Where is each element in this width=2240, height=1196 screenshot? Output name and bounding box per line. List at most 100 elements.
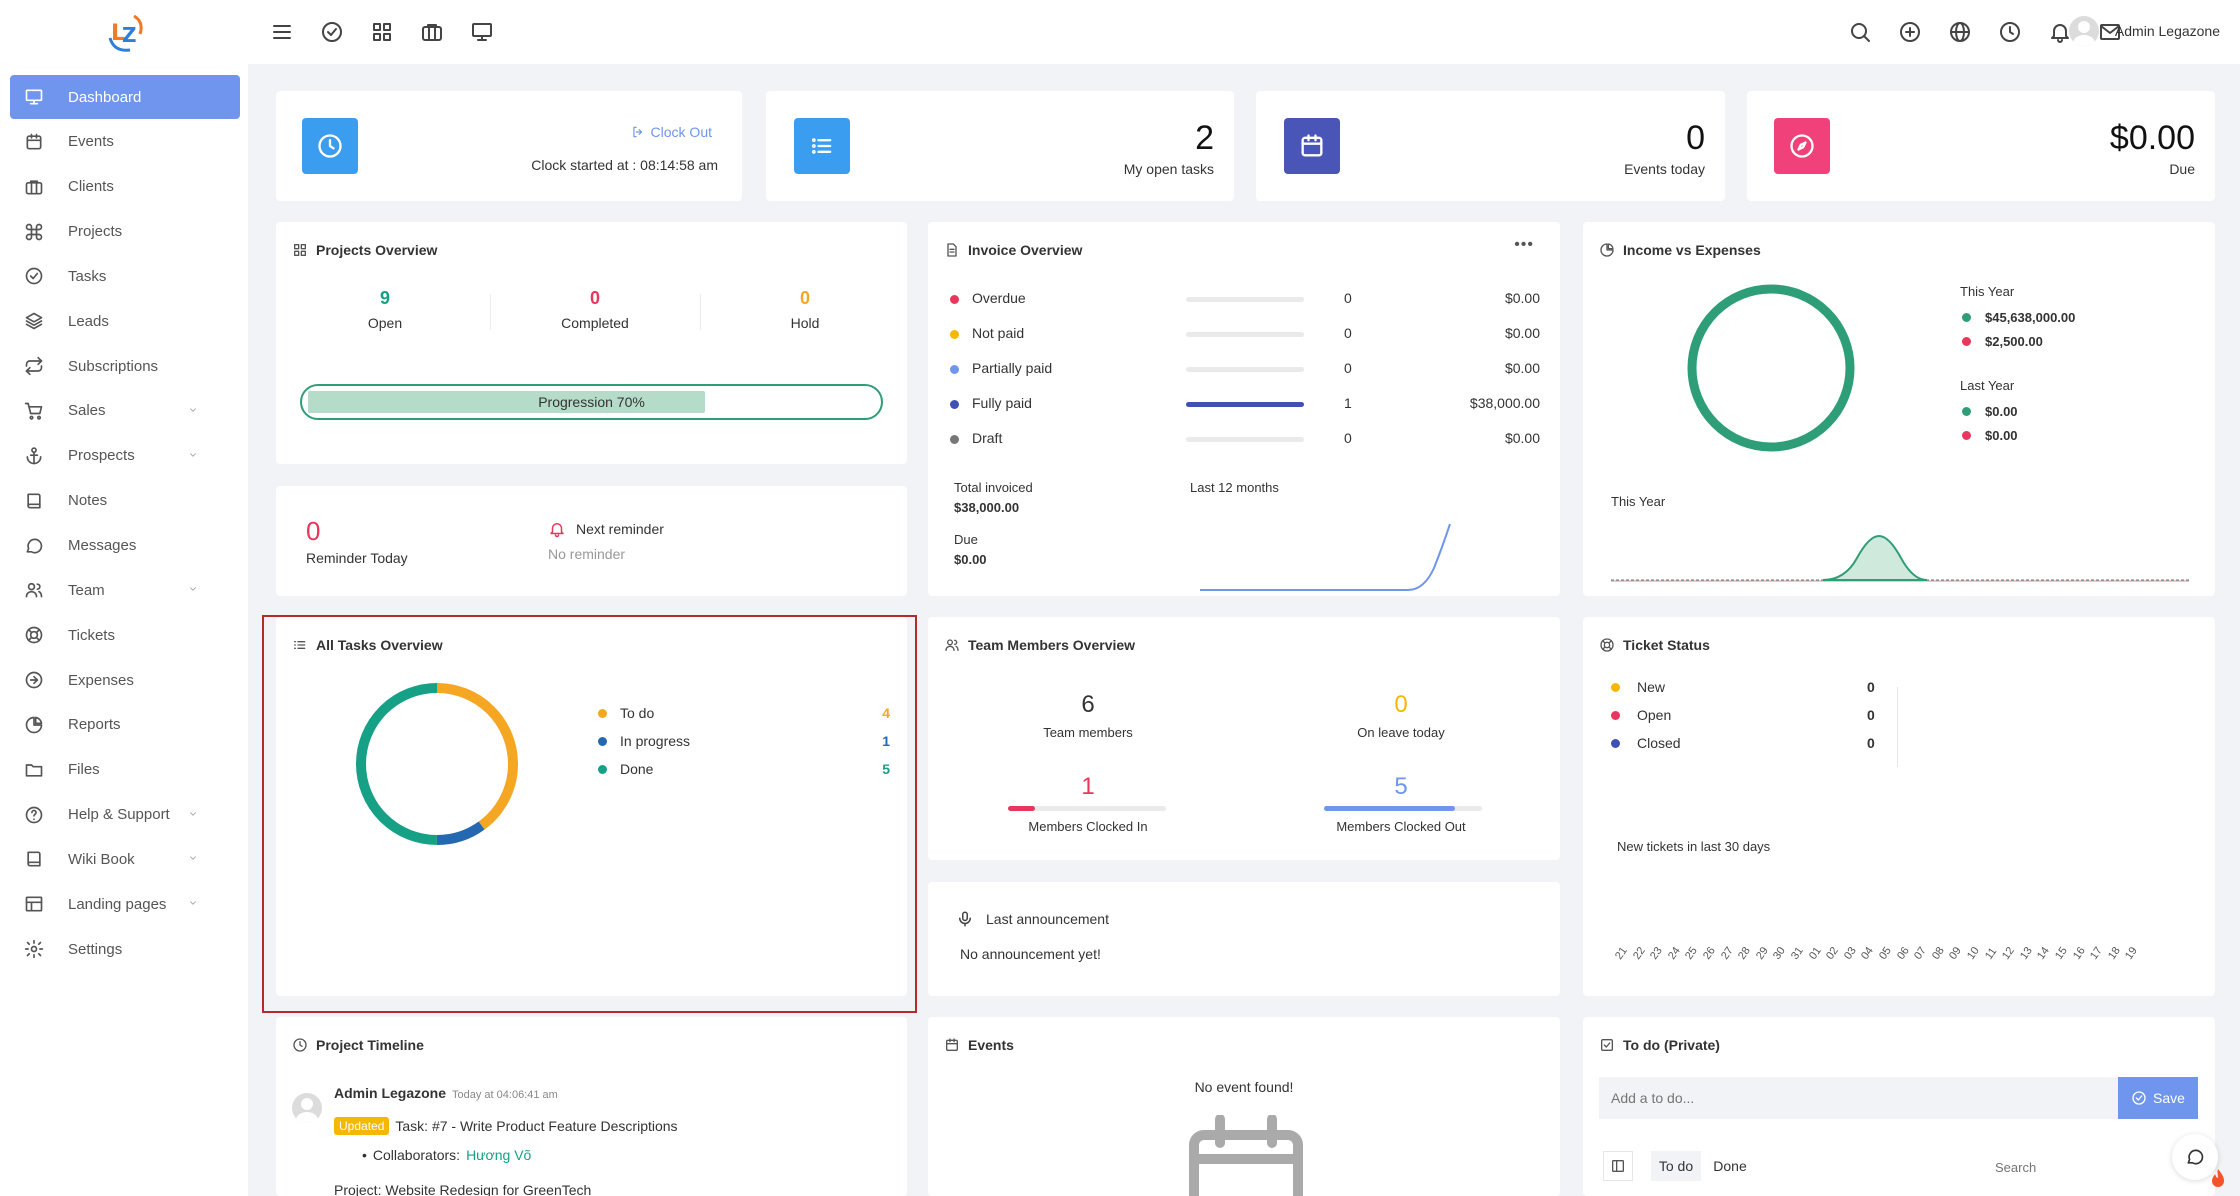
check-circle-icon[interactable] bbox=[320, 20, 344, 44]
announcement-title: Last announcement bbox=[986, 911, 1109, 927]
ticket-day-tick: 10 bbox=[1965, 944, 1982, 962]
donut-slice-in-progress[interactable] bbox=[356, 683, 518, 845]
invoice-row-bar bbox=[1186, 297, 1304, 302]
lifebuoy-icon bbox=[1599, 637, 1615, 653]
check-square-icon bbox=[1599, 1037, 1615, 1053]
sidebar-item-label: Sales bbox=[68, 402, 106, 420]
sidebar-item-messages[interactable]: Messages bbox=[10, 524, 240, 568]
sidebar-item-sales[interactable]: Sales bbox=[10, 389, 240, 433]
sidebar-item-prospects[interactable]: Prospects bbox=[10, 434, 240, 478]
search-icon[interactable] bbox=[1848, 20, 1872, 44]
sidebar-item-leads[interactable]: Leads bbox=[10, 299, 240, 343]
empty-calendar-icon bbox=[1189, 1115, 1303, 1196]
ticket-day-tick: 17 bbox=[2088, 944, 2106, 962]
menu-icon[interactable] bbox=[270, 20, 294, 44]
events-today-tile[interactable]: 0 Events today bbox=[1256, 91, 1725, 201]
invoice-menu-button[interactable]: ••• bbox=[1514, 236, 1534, 253]
no-event-text: No event found! bbox=[1194, 1079, 1294, 1095]
timeline-project[interactable]: Project: Website Redesign for GreenTech bbox=[334, 1182, 592, 1196]
ticket-row-closed[interactable]: Closed 0 bbox=[1583, 733, 1903, 755]
status-dot bbox=[950, 435, 959, 444]
settings-icon bbox=[24, 939, 44, 959]
open-tasks-tile[interactable]: 2 My open tasks bbox=[766, 91, 1234, 201]
briefcase-icon[interactable] bbox=[420, 20, 444, 44]
invoice-row-label: Overdue bbox=[972, 290, 1026, 306]
grid-icon[interactable] bbox=[370, 20, 394, 44]
sidebar-item-subscriptions[interactable]: Subscriptions bbox=[10, 344, 240, 388]
timeline-author[interactable]: Admin Legazone bbox=[334, 1085, 447, 1101]
save-button[interactable]: Save bbox=[2118, 1077, 2198, 1119]
sidebar-item-clients[interactable]: Clients bbox=[10, 165, 240, 209]
tab-done[interactable]: Done bbox=[1713, 1158, 1747, 1174]
legend-label: In progress bbox=[620, 733, 691, 749]
invoice-row-not-paid[interactable]: Not paid 0 $0.00 bbox=[928, 323, 1560, 347]
sidebar-item-expenses[interactable]: Expenses bbox=[10, 658, 240, 702]
ticket-row-value: 0 bbox=[1867, 707, 1875, 723]
todo-input[interactable] bbox=[1599, 1077, 2135, 1119]
timeline-task[interactable]: Task: #7 - Write Product Feature Descrip… bbox=[395, 1118, 678, 1134]
globe-icon[interactable] bbox=[1948, 20, 1972, 44]
sidebar-item-label: Expenses bbox=[68, 671, 134, 689]
ticket-day-tick: 03 bbox=[1841, 944, 1859, 962]
project-stat-open[interactable]: 9 Open bbox=[280, 288, 490, 331]
this-year-income: $45,638,000.00 bbox=[1985, 310, 2076, 325]
legend-item-in-progress[interactable]: In progress 1 bbox=[598, 731, 890, 753]
project-stat-completed[interactable]: 0 Completed bbox=[490, 288, 700, 331]
ticket-row-label: New bbox=[1637, 679, 1666, 695]
invoice-row-bar bbox=[1186, 332, 1304, 337]
bell-icon[interactable] bbox=[2048, 20, 2072, 44]
chevron-down-icon bbox=[188, 809, 198, 819]
app-logo[interactable]: L Z bbox=[100, 8, 148, 56]
ticket-day-tick: 21 bbox=[1613, 944, 1630, 962]
invoice-row-amount: $0.00 bbox=[1504, 360, 1540, 376]
sidebar-item-notes[interactable]: Notes bbox=[10, 479, 240, 523]
sidebar-item-reports[interactable]: Reports bbox=[10, 703, 240, 747]
sidebar-item-landing-pages[interactable]: Landing pages bbox=[10, 882, 240, 926]
invoice-row-bar-fill bbox=[1186, 402, 1304, 407]
monitor-icon[interactable] bbox=[470, 20, 494, 44]
invoice-row-overdue[interactable]: Overdue 0 $0.00 bbox=[928, 288, 1560, 312]
columns-toggle[interactable] bbox=[1603, 1151, 1633, 1181]
todo-search-input[interactable] bbox=[1995, 1153, 2145, 1181]
due-tile[interactable]: $0.00 Due bbox=[1747, 91, 2215, 201]
sidebar-item-settings[interactable]: Settings bbox=[10, 927, 240, 971]
clock-out-button[interactable]: Clock Out bbox=[631, 124, 712, 140]
sidebar-item-tasks[interactable]: Tasks bbox=[10, 254, 240, 298]
income-expenses-title: Income vs Expenses bbox=[1623, 242, 1761, 258]
clock-icon[interactable] bbox=[1998, 20, 2022, 44]
project-stat-label: Completed bbox=[561, 315, 629, 331]
collaborator-link[interactable]: Hương Võ bbox=[466, 1147, 532, 1163]
events-today-label: Events today bbox=[1624, 161, 1705, 177]
invoice-row-label: Not paid bbox=[972, 325, 1025, 341]
legend-item-done[interactable]: Done 5 bbox=[598, 759, 890, 781]
status-dot bbox=[1611, 683, 1620, 692]
sidebar-item-tickets[interactable]: Tickets bbox=[10, 613, 240, 657]
legend-item-to-do[interactable]: To do 4 bbox=[598, 703, 890, 725]
sidebar-item-wiki-book[interactable]: Wiki Book bbox=[10, 837, 240, 881]
sidebar-item-help-and-support[interactable]: Help & Support bbox=[10, 793, 240, 837]
avatar bbox=[292, 1093, 322, 1123]
invoice-row-amount: $0.00 bbox=[1504, 325, 1540, 341]
invoice-row-amount: $38,000.00 bbox=[1469, 395, 1540, 411]
todo-card: To do (Private) Save To do Done bbox=[1583, 1017, 2215, 1196]
invoice-row-draft[interactable]: Draft 0 $0.00 bbox=[928, 428, 1560, 452]
ticket-row-open[interactable]: Open 0 bbox=[1583, 705, 1903, 727]
mail-icon[interactable] bbox=[2098, 20, 2122, 44]
tab-todo[interactable]: To do bbox=[1651, 1151, 1701, 1181]
sidebar-item-events[interactable]: Events bbox=[10, 120, 240, 164]
sidebar-item-projects[interactable]: Projects bbox=[10, 210, 240, 254]
sidebar-item-dashboard[interactable]: Dashboard bbox=[10, 75, 240, 119]
project-stat-hold[interactable]: 0 Hold bbox=[700, 288, 910, 331]
donut-slice-done[interactable] bbox=[356, 683, 518, 845]
sidebar-item-files[interactable]: Files bbox=[10, 748, 240, 792]
plus-circle-icon[interactable] bbox=[1898, 20, 1922, 44]
invoice-row-partially-paid[interactable]: Partially paid 0 $0.00 bbox=[928, 358, 1560, 382]
sidebar-item-team[interactable]: Team bbox=[10, 568, 240, 612]
invoice-row-fully-paid[interactable]: Fully paid 1 $38,000.00 bbox=[928, 393, 1560, 417]
ticket-row-new[interactable]: New 0 bbox=[1583, 677, 1903, 699]
chat-icon bbox=[2185, 1147, 2205, 1167]
ticket-day-tick: 24 bbox=[1665, 944, 1683, 962]
chat-button[interactable] bbox=[2172, 1134, 2218, 1180]
user-menu[interactable]: Admin Legazone bbox=[2068, 16, 2220, 46]
invoice-overview-title: Invoice Overview bbox=[968, 242, 1083, 258]
